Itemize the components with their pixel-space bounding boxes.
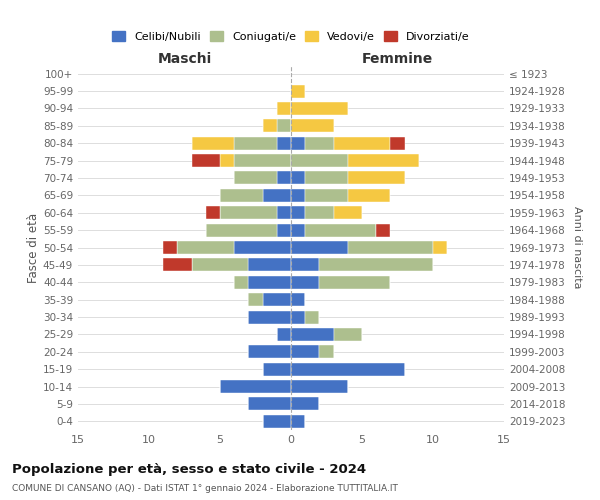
Bar xyxy=(191,136,234,149)
Bar xyxy=(206,224,277,236)
Bar xyxy=(291,136,305,149)
Bar xyxy=(263,415,291,428)
Bar xyxy=(291,172,305,184)
Bar xyxy=(319,346,334,358)
Bar xyxy=(248,346,291,358)
Bar xyxy=(277,172,291,184)
Legend: Celibi/Nubili, Coniugati/e, Vedovi/e, Divorziati/e: Celibi/Nubili, Coniugati/e, Vedovi/e, Di… xyxy=(108,27,474,46)
Bar xyxy=(263,293,291,306)
Bar xyxy=(433,241,447,254)
Bar xyxy=(277,102,291,115)
Bar xyxy=(319,258,433,272)
Text: Maschi: Maschi xyxy=(157,52,212,66)
Bar xyxy=(248,276,291,289)
Bar xyxy=(191,154,220,167)
Bar xyxy=(248,293,263,306)
Bar xyxy=(277,136,291,149)
Bar xyxy=(248,310,291,324)
Bar xyxy=(291,84,305,98)
Bar xyxy=(291,189,305,202)
Bar xyxy=(291,258,319,272)
Bar xyxy=(206,206,220,220)
Bar xyxy=(234,276,248,289)
Bar xyxy=(334,328,362,341)
Bar xyxy=(391,136,404,149)
Text: Femmine: Femmine xyxy=(362,52,433,66)
Bar xyxy=(277,120,291,132)
Bar xyxy=(348,189,391,202)
Y-axis label: Fasce di età: Fasce di età xyxy=(27,212,40,282)
Bar xyxy=(319,276,391,289)
Bar xyxy=(263,362,291,376)
Bar xyxy=(234,154,291,167)
Bar xyxy=(220,206,277,220)
Bar xyxy=(234,136,277,149)
Bar xyxy=(248,398,291,410)
Bar xyxy=(291,346,319,358)
Bar xyxy=(291,380,348,393)
Bar xyxy=(234,172,277,184)
Bar xyxy=(220,154,234,167)
Bar xyxy=(305,224,376,236)
Bar xyxy=(234,241,291,254)
Bar xyxy=(291,362,404,376)
Bar xyxy=(305,206,334,220)
Text: COMUNE DI CANSANO (AQ) - Dati ISTAT 1° gennaio 2024 - Elaborazione TUTTITALIA.IT: COMUNE DI CANSANO (AQ) - Dati ISTAT 1° g… xyxy=(12,484,398,493)
Bar xyxy=(178,241,234,254)
Y-axis label: Anni di nascita: Anni di nascita xyxy=(572,206,582,289)
Bar xyxy=(348,154,419,167)
Bar xyxy=(348,241,433,254)
Bar xyxy=(263,120,277,132)
Bar xyxy=(163,258,191,272)
Bar xyxy=(277,224,291,236)
Bar xyxy=(248,258,291,272)
Bar xyxy=(334,136,391,149)
Bar xyxy=(376,224,391,236)
Bar xyxy=(305,172,348,184)
Text: Popolazione per età, sesso e stato civile - 2024: Popolazione per età, sesso e stato civil… xyxy=(12,462,366,475)
Bar xyxy=(291,224,305,236)
Bar xyxy=(291,120,334,132)
Bar xyxy=(291,415,305,428)
Bar xyxy=(220,380,291,393)
Bar xyxy=(277,328,291,341)
Bar xyxy=(291,310,305,324)
Bar xyxy=(291,293,305,306)
Bar xyxy=(163,241,178,254)
Bar xyxy=(305,136,334,149)
Bar xyxy=(263,189,291,202)
Bar xyxy=(291,241,348,254)
Bar xyxy=(220,189,263,202)
Bar xyxy=(191,258,248,272)
Bar xyxy=(334,206,362,220)
Bar xyxy=(291,328,334,341)
Bar xyxy=(305,310,319,324)
Bar xyxy=(291,154,348,167)
Bar xyxy=(291,398,319,410)
Bar xyxy=(291,206,305,220)
Bar xyxy=(277,206,291,220)
Bar xyxy=(305,189,348,202)
Bar xyxy=(291,276,319,289)
Bar xyxy=(291,102,348,115)
Bar xyxy=(348,172,404,184)
